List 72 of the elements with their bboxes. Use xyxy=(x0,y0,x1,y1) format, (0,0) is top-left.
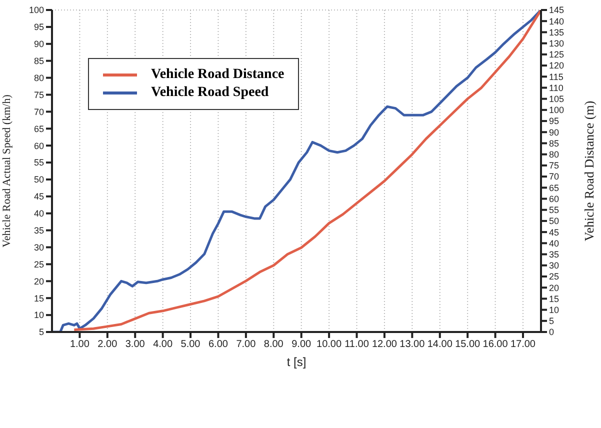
x-tick-label: 16.00 xyxy=(482,339,508,350)
x-tick-label: 8.00 xyxy=(264,339,284,350)
y-tick-label: 100 xyxy=(28,5,44,16)
y2-tick-label: 65 xyxy=(549,182,560,193)
y2-tick-label: 0 xyxy=(549,327,554,338)
y2-tick-label: 80 xyxy=(549,150,560,160)
y2-tick-label: 20 xyxy=(549,282,560,293)
y2-tick-label: 120 xyxy=(549,60,564,71)
y-tick-label: 5 xyxy=(38,327,44,338)
y-tick-label: 20 xyxy=(34,276,44,286)
y2-tick-label: 105 xyxy=(549,94,564,104)
y-tick-label: 25 xyxy=(34,259,44,270)
y2-tick-label: 130 xyxy=(549,38,564,49)
y2-tick-label: 140 xyxy=(549,16,564,26)
y-tick-label: 10 xyxy=(34,310,44,320)
y-tick-label: 60 xyxy=(34,140,44,151)
x-tick-label: 13.00 xyxy=(400,339,426,350)
x-tick-label: 14.00 xyxy=(427,339,453,350)
x-tick-label: 17.00 xyxy=(510,339,536,350)
y2-tick-label: 145 xyxy=(549,5,564,16)
y2-tick-label: 85 xyxy=(549,138,560,148)
y-tick-label: 70 xyxy=(34,106,44,117)
y-tick-label: 45 xyxy=(34,192,44,202)
y-tick-label: 90 xyxy=(34,39,44,50)
y2-tick-label: 100 xyxy=(549,105,564,116)
y2-tick-label: 95 xyxy=(549,116,560,126)
x-tick-label: 2.00 xyxy=(98,339,118,350)
x-tick-label: 3.00 xyxy=(125,339,146,350)
y2-tick-label: 5 xyxy=(549,316,554,326)
y2-axis-title: Vehicle Road Distance (m) xyxy=(582,100,597,242)
y-tick-label: 35 xyxy=(34,226,44,236)
x-tick-label: 1.00 xyxy=(70,339,90,350)
x-axis-title: t [s] xyxy=(286,355,306,369)
x-tick-label: 15.00 xyxy=(455,339,481,350)
x-tick-label: 4.00 xyxy=(153,339,173,350)
y-tick-label: 40 xyxy=(34,208,44,219)
x-tick-label: 9.00 xyxy=(292,339,312,350)
y2-tick-label: 35 xyxy=(549,249,560,260)
y-tick-label: 30 xyxy=(34,242,44,252)
y2-tick-label: 30 xyxy=(549,260,560,271)
y2-tick-label: 45 xyxy=(549,227,560,238)
y2-tick-label: 60 xyxy=(549,194,560,204)
y-axis-title: Vehicle Road Actual Speed (km/h) xyxy=(0,94,13,248)
x-tick-label: 7.00 xyxy=(236,339,256,350)
x-tick-label: 6.00 xyxy=(208,339,228,350)
y2-tick-label: 25 xyxy=(549,272,560,282)
x-tick-label: 5.00 xyxy=(180,339,201,350)
y-tick-label: 95 xyxy=(34,22,44,32)
y2-tick-label: 135 xyxy=(549,27,564,38)
x-tick-label: 11.00 xyxy=(344,339,370,350)
y2-tick-label: 70 xyxy=(549,172,560,182)
y2-tick-label: 10 xyxy=(549,304,560,315)
y-tick-label: 15 xyxy=(34,293,44,304)
y2-tick-label: 40 xyxy=(549,238,560,248)
x-tick-label: 10.00 xyxy=(316,339,342,350)
y2-tick-label: 75 xyxy=(549,160,560,171)
y2-tick-label: 110 xyxy=(549,82,564,93)
y2-tick-label: 125 xyxy=(549,50,564,60)
y-tick-label: 85 xyxy=(34,56,44,66)
x-tick-label: 12.00 xyxy=(372,339,398,350)
y-tick-label: 75 xyxy=(34,90,44,100)
legend-label: Vehicle Road Distance xyxy=(151,67,284,83)
y2-tick-label: 50 xyxy=(549,216,560,226)
y-tick-label: 65 xyxy=(34,124,44,134)
y2-tick-label: 55 xyxy=(549,205,560,216)
y-tick-label: 50 xyxy=(34,174,44,185)
y-tick-label: 55 xyxy=(34,158,44,168)
legend-label: Vehicle Road Speed xyxy=(151,85,269,101)
y2-tick-label: 90 xyxy=(549,127,560,138)
y2-tick-label: 115 xyxy=(549,72,564,82)
y2-tick-label: 15 xyxy=(549,294,560,304)
y-tick-label: 80 xyxy=(34,72,44,83)
